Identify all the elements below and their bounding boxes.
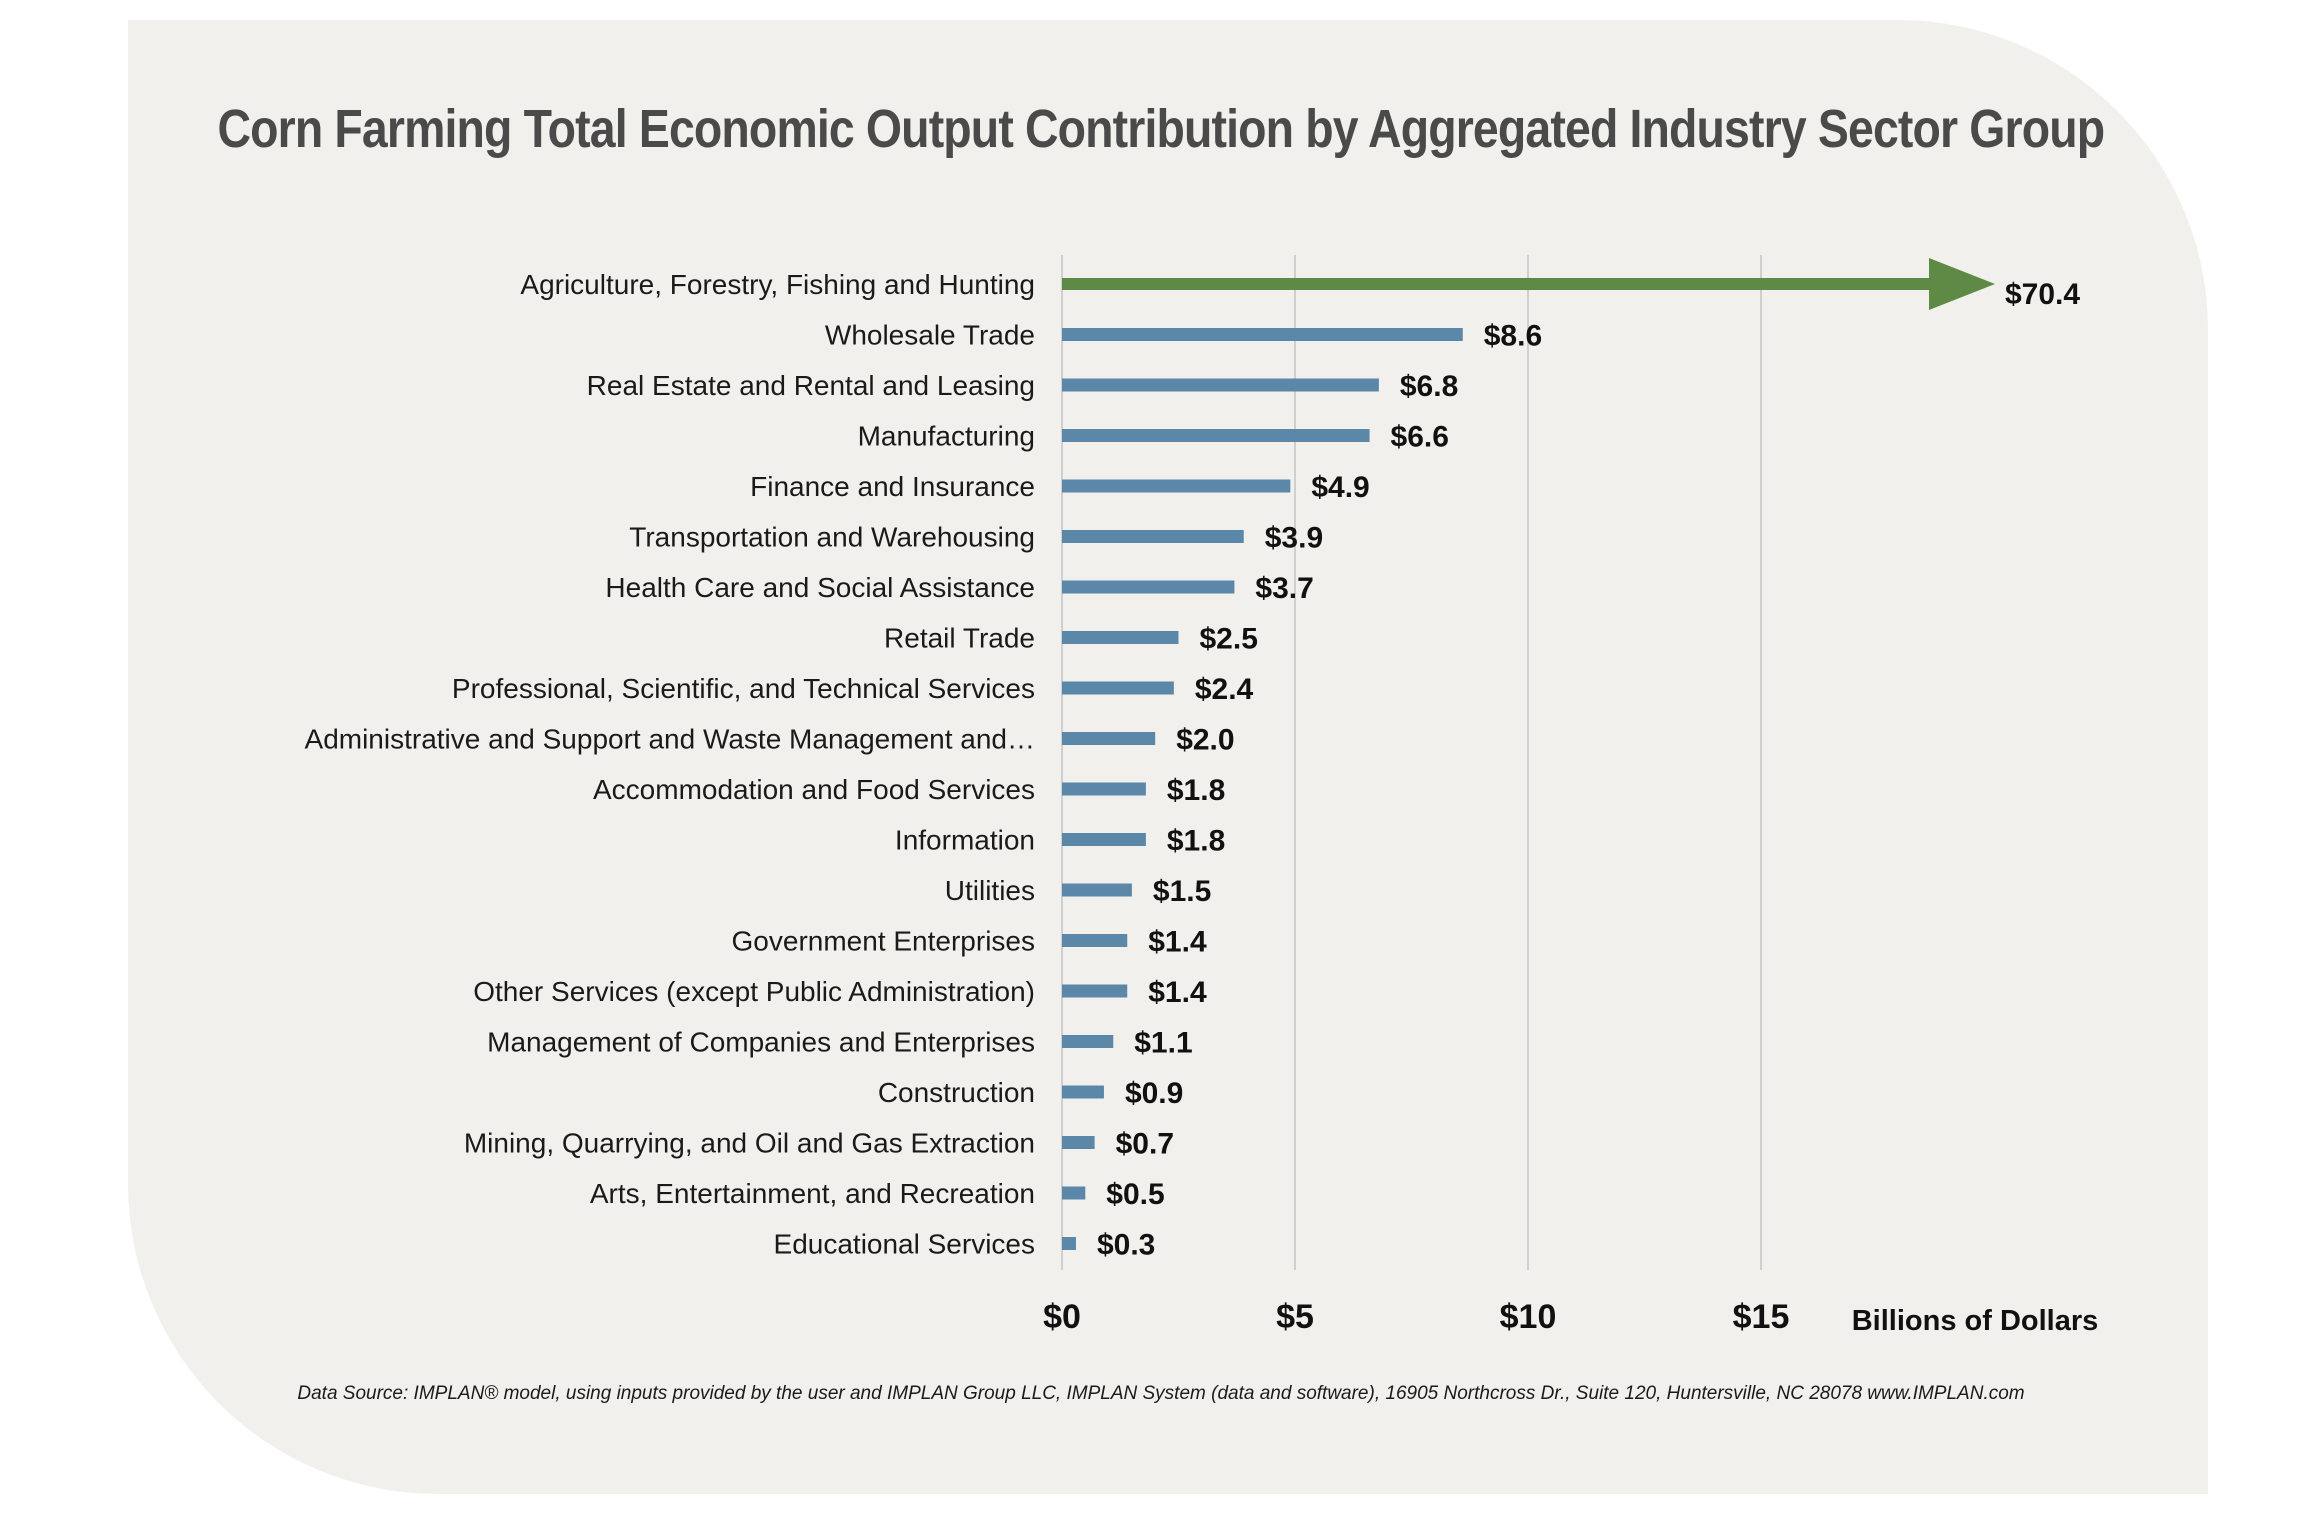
value-label: $0.3 xyxy=(1097,1229,1155,1262)
x-tick-label: $0 xyxy=(1043,1298,1081,1336)
bar xyxy=(1062,1186,1086,1200)
value-label: $6.8 xyxy=(1400,370,1458,403)
bar xyxy=(1062,732,1156,745)
value-label: $1.4 xyxy=(1148,976,1207,1009)
x-tick-label: $15 xyxy=(1733,1298,1790,1336)
category-label: Management of Companies and Enterprises xyxy=(487,1027,1035,1058)
category-label: Agriculture, Forestry, Fishing and Hunti… xyxy=(520,269,1035,300)
x-axis-label: Billions of Dollars xyxy=(1852,1305,2099,1337)
bar xyxy=(1062,1237,1076,1250)
value-label: $8.6 xyxy=(1484,320,1542,353)
bar xyxy=(1062,631,1179,644)
category-label: Real Estate and Rental and Leasing xyxy=(587,370,1035,401)
category-label: Manufacturing xyxy=(858,421,1035,452)
category-label: Mining, Quarrying, and Oil and Gas Extra… xyxy=(464,1128,1035,1159)
bar xyxy=(1062,530,1244,543)
category-label: Information xyxy=(895,825,1035,856)
category-label: Wholesale Trade xyxy=(825,320,1035,351)
value-label: $2.4 xyxy=(1195,673,1254,706)
bar xyxy=(1062,934,1128,947)
bar xyxy=(1062,328,1463,341)
chart-card xyxy=(128,20,2208,1494)
bars xyxy=(1062,258,1995,1250)
bar-highlight-arrowhead xyxy=(1929,258,1995,310)
bar xyxy=(1062,984,1128,998)
bar xyxy=(1062,681,1174,695)
x-axis: $0 $5 $10 $15 Billions of Dollars xyxy=(1043,1298,2098,1337)
value-label: $3.7 xyxy=(1255,572,1313,605)
category-label: Transportation and Warehousing xyxy=(629,522,1035,553)
category-label: Educational Services xyxy=(774,1229,1035,1260)
category-label: Other Services (except Public Administra… xyxy=(473,976,1035,1007)
category-label: Professional, Scientific, and Technical … xyxy=(452,673,1035,704)
bar xyxy=(1062,1035,1114,1048)
category-label: Administrative and Support and Waste Man… xyxy=(305,724,1035,755)
value-label: $1.4 xyxy=(1148,926,1207,959)
bar xyxy=(1062,883,1132,897)
value-label: $2.5 xyxy=(1200,623,1258,656)
bar xyxy=(1062,580,1235,594)
bar xyxy=(1062,833,1146,846)
category-label: Construction xyxy=(878,1077,1035,1108)
bar xyxy=(1062,479,1291,493)
value-label: $1.8 xyxy=(1167,774,1225,807)
category-label: Health Care and Social Assistance xyxy=(605,572,1035,603)
category-label: Retail Trade xyxy=(884,623,1035,654)
value-label: $0.5 xyxy=(1106,1178,1164,1211)
value-label: $3.9 xyxy=(1265,522,1323,555)
value-label: $1.1 xyxy=(1134,1027,1192,1060)
category-label: Government Enterprises xyxy=(732,926,1035,957)
value-label: $70.4 xyxy=(2005,278,2080,311)
chart-title: Corn Farming Total Economic Output Contr… xyxy=(217,99,2105,159)
bar xyxy=(1062,429,1370,442)
category-label: Accommodation and Food Services xyxy=(593,774,1035,805)
value-label: $1.8 xyxy=(1167,825,1225,858)
category-label: Arts, Entertainment, and Recreation xyxy=(590,1178,1035,1209)
value-label: $1.5 xyxy=(1153,875,1211,908)
labels: Agriculture, Forestry, Fishing and Hunti… xyxy=(305,269,2081,1262)
value-label: $0.7 xyxy=(1116,1128,1174,1161)
gridlines xyxy=(1061,255,1762,1270)
category-label: Finance and Insurance xyxy=(750,471,1035,502)
bar xyxy=(1062,1136,1095,1149)
bar-highlight-shaft xyxy=(1062,278,1929,290)
value-label: $0.9 xyxy=(1125,1077,1183,1110)
value-label: $2.0 xyxy=(1176,724,1234,757)
category-label: Utilities xyxy=(945,875,1035,906)
value-label: $6.6 xyxy=(1391,421,1449,454)
value-label: $4.9 xyxy=(1311,471,1369,504)
x-tick-label: $10 xyxy=(1500,1298,1557,1336)
bar xyxy=(1062,782,1146,796)
x-tick-label: $5 xyxy=(1276,1298,1314,1336)
bar xyxy=(1062,1085,1104,1099)
source-note: Data Source: IMPLAN® model, using inputs… xyxy=(297,1383,2025,1404)
bar xyxy=(1062,378,1379,392)
